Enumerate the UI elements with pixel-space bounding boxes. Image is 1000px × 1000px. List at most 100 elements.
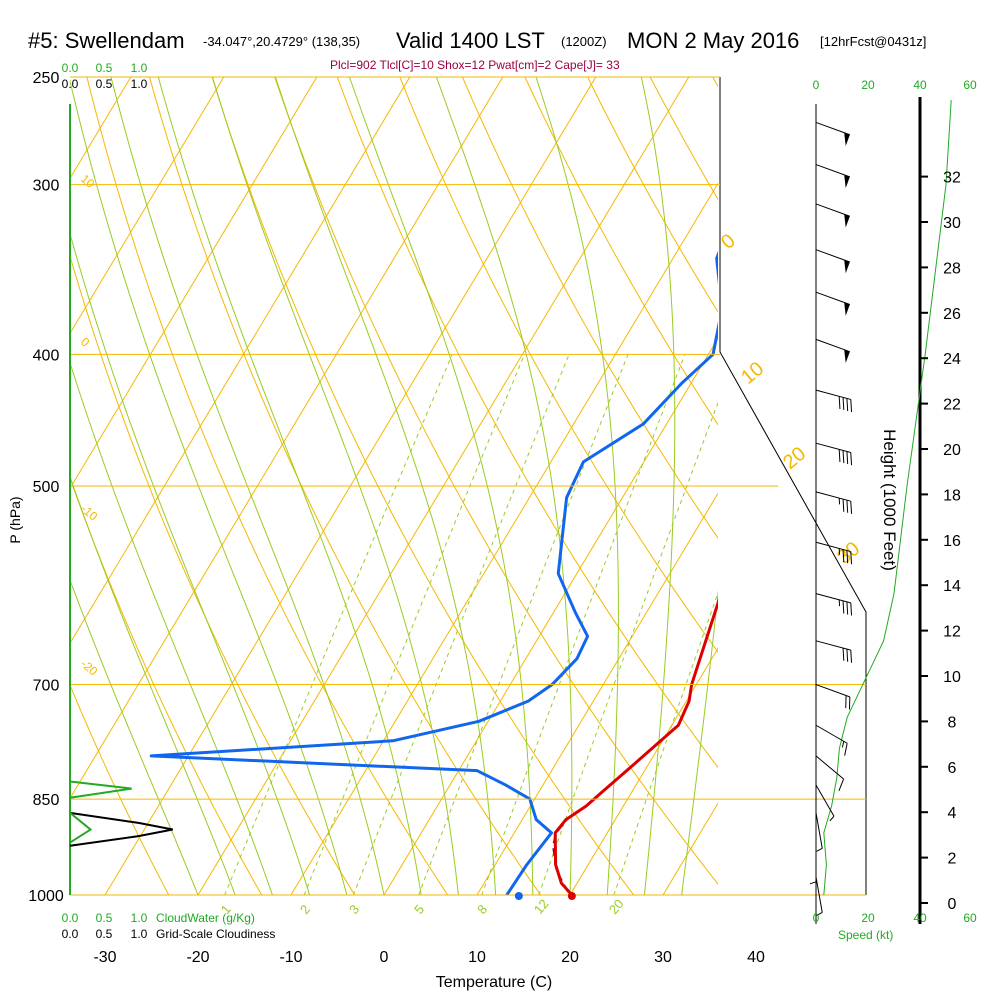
cloudiness-scale-label: 1.0 (131, 77, 148, 91)
wind-barb (815, 338, 850, 363)
moist-adiabat-line (681, 589, 718, 895)
mixing-ratio-label: 3 (346, 902, 362, 917)
mixing-ratio-line (613, 591, 718, 895)
cloud-water-scale-label: 0.5 (96, 61, 113, 75)
plot-area (70, 77, 718, 895)
moist-adiabat-line (157, 77, 422, 895)
dewpoint-profile (149, 250, 718, 895)
wind-barb (809, 845, 817, 885)
height-tick-label: 22 (943, 397, 961, 414)
wind-barb (815, 389, 853, 413)
temperature-tick-label: 0 (380, 949, 389, 966)
dry-adiabat-line (211, 77, 635, 895)
surface-dewpoint-marker (514, 892, 523, 900)
mixing-ratio-line (303, 354, 525, 895)
sounding-indices: Plcl=902 Tlcl[C]=10 Shox=12 Pwat[cm]=2 C… (330, 58, 620, 72)
height-tick-label: 14 (943, 578, 961, 595)
moist-adiabat-label: 20 (779, 443, 810, 474)
wind-barb (815, 203, 850, 228)
height-tick-label: 32 (943, 170, 961, 187)
mixing-ratio-line (224, 354, 453, 895)
cloud-water-scale-label: 1.0 (131, 61, 148, 75)
moist-adiabat-label: 10 (737, 358, 768, 389)
cloudiness-profile (69, 811, 173, 847)
cloud-water-title: CloudWater (g/Kg) (156, 911, 255, 925)
speed-scale-label: 0 (813, 78, 820, 92)
wind-barb (815, 249, 850, 274)
dry-adiabat-line (336, 77, 718, 769)
pressure-tick-label: 300 (33, 178, 60, 195)
mixing-ratio-line (352, 354, 570, 895)
dry-adiabat-label: -10 (78, 502, 101, 524)
temperature-tick-label: 10 (468, 949, 486, 966)
temperature-profile (553, 598, 718, 895)
dry-adiabat-line (399, 77, 718, 654)
pressure-tick-label: 1000 (28, 888, 64, 905)
height-tick-label: 6 (948, 760, 957, 777)
height-tick-label: 28 (943, 260, 961, 277)
moist-adiabat-line (535, 77, 619, 895)
height-tick-label: 2 (948, 851, 957, 868)
pressure-tick-label: 400 (33, 347, 60, 364)
moist-adiabat-line (70, 232, 311, 895)
moist-adiabat-line (70, 475, 236, 895)
moist-adiabat-line (640, 77, 676, 895)
moist-adiabat-line (70, 578, 199, 895)
wind-barb (815, 491, 853, 514)
station-name: #5: Swellendam (28, 28, 185, 53)
speed-scale-label: 60 (963, 911, 977, 925)
cloud-water-scale-label: 0.5 (96, 911, 113, 925)
dry-adiabat-line (524, 77, 718, 426)
height-tick-label: 10 (943, 669, 961, 686)
mixing-ratio-label: 5 (411, 902, 427, 917)
forecast-run: [12hrFcst@0431z] (820, 34, 927, 49)
wind-barb (815, 593, 853, 616)
forecast-date: MON 2 May 2016 (627, 28, 800, 53)
mixing-ratio-line (481, 354, 686, 895)
dry-adiabat-label: 0 (78, 335, 92, 350)
dry-adiabat-line (70, 476, 263, 895)
moist-adiabat-line (348, 77, 534, 895)
dry-adiabat-line (461, 77, 718, 539)
temperature-tick-label: 40 (747, 949, 765, 966)
moist-adiabat-line (70, 361, 273, 895)
mixing-ratio-label: 12 (531, 896, 552, 917)
wind-barb (815, 784, 835, 822)
wind-barb (815, 291, 850, 316)
wind-barb (815, 442, 853, 466)
height-tick-label: 26 (943, 306, 961, 323)
cloudiness-scale-label: 0.0 (62, 927, 79, 941)
moist-adiabat-line (212, 77, 459, 895)
pressure-tick-label: 850 (33, 792, 60, 809)
height-tick-label: 30 (943, 215, 961, 232)
height-tick-label: 8 (948, 714, 957, 731)
cloudiness-scale-label: 0.5 (96, 927, 113, 941)
diagram-boundary (719, 77, 867, 895)
dry-adiabat-label: 10 (78, 172, 97, 192)
valid-time: Valid 1400 LST (396, 28, 545, 53)
speed-scale-label: 60 (963, 78, 977, 92)
cloudiness-scale-label: 0.0 (62, 77, 79, 91)
speed-scale-label: 0 (813, 911, 820, 925)
temperature-tick-label: 20 (561, 949, 579, 966)
dry-adiabat-line (70, 683, 170, 895)
dry-adiabat-line (149, 77, 542, 895)
cloudiness-scale-label: 1.0 (131, 927, 148, 941)
wind-barb (815, 164, 850, 189)
mixing-ratio-line (538, 401, 718, 895)
height-axis-title: Height (1000 Feet) (880, 429, 899, 571)
temperature-tick-label: -30 (93, 949, 116, 966)
wind-barb (815, 876, 823, 916)
isotherm-line (476, 492, 718, 895)
mixing-ratio-label: 20 (606, 896, 627, 917)
wind-barb (815, 724, 848, 756)
station-coords: -34.047°,20.4729° (138,35) (203, 34, 361, 49)
surface-temperature-marker (567, 892, 576, 900)
moist-adiabat-line (274, 77, 497, 895)
dry-adiabat-label: -20 (78, 657, 101, 679)
cloudiness-title: Grid-Scale Cloudiness (156, 927, 275, 941)
wind-barb (815, 812, 823, 852)
height-tick-label: 24 (943, 351, 961, 368)
y-axis-title: P (hPa) (7, 496, 23, 543)
